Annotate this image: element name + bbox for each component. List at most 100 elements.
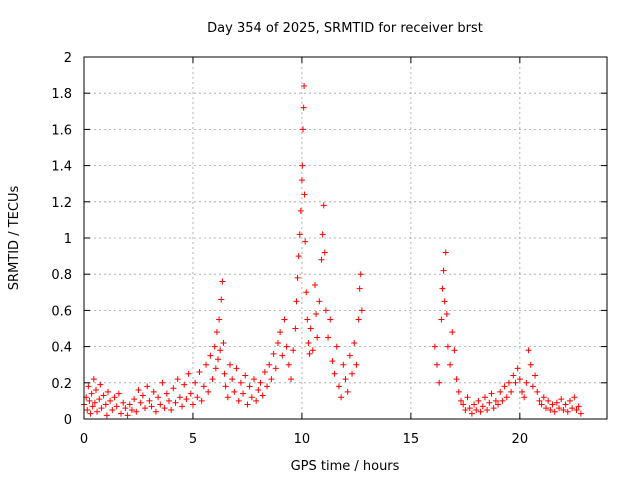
y-tick-label: 1.4 [51,160,72,175]
data-point [532,372,539,379]
grid [84,57,607,419]
data-point [311,282,318,289]
data-point [196,368,203,375]
data-point [181,381,188,388]
data-point [449,329,456,336]
data-point [268,376,275,383]
data-point [355,316,362,323]
x-tick-label: 10 [294,432,311,447]
data-point [211,343,218,350]
data-point [516,376,523,383]
data-point [189,401,196,408]
data-point [295,253,302,260]
y-tick-label: 0.8 [51,268,72,283]
data-point [300,104,307,111]
data-point [148,403,155,410]
data-point [549,401,556,408]
data-point [560,406,567,413]
data-point [281,316,288,323]
data-point [313,311,320,318]
data-point [451,347,458,354]
data-point [357,271,364,278]
y-tick-label: 0.6 [51,304,72,319]
data-point [264,383,271,390]
data-point [342,376,349,383]
data-point [122,405,129,412]
data-point [176,394,183,401]
data-point [346,352,353,359]
data-point [512,379,519,386]
data-point [462,406,469,413]
data-point [165,397,172,404]
data-point [235,397,242,404]
data-point [96,396,103,403]
data-point [107,397,114,404]
data-point [335,383,342,390]
data-point [142,405,149,412]
data-point [316,298,323,305]
data-point [488,390,495,397]
data-point [242,372,249,379]
data-point [150,388,157,395]
data-point [569,405,576,412]
data-point [100,392,107,399]
data-point [84,406,91,413]
data-point [484,406,491,413]
data-point [322,307,329,314]
data-point [296,231,303,238]
data-point [431,343,438,350]
data-point [566,397,573,404]
data-point [457,397,464,404]
data-point [227,361,234,368]
data-point [440,267,447,274]
data-point [200,383,207,390]
data-point [300,126,307,133]
data-point [102,401,109,408]
data-point [250,376,257,383]
data-point [439,285,446,292]
data-point [118,410,125,417]
data-point [455,388,462,395]
x-tick-label: 15 [403,432,420,447]
data-point [187,390,194,397]
data-point [94,408,101,415]
data-point [246,383,253,390]
data-point [309,347,316,354]
data-point [170,385,177,392]
data-point [255,387,262,394]
data-point [212,365,219,372]
data-point [492,397,499,404]
data-point [163,390,170,397]
data-point [497,388,504,395]
data-point [564,408,571,415]
data-point [274,339,281,346]
data-point [111,394,118,401]
data-point [137,399,144,406]
data-point [508,388,515,395]
data-point [547,406,554,413]
data-point [128,406,135,413]
data-point [495,401,502,408]
data-point [216,316,223,323]
data-point [155,394,162,401]
data-point [514,365,521,372]
data-point [115,390,122,397]
data-point [218,296,225,303]
data-point [473,406,480,413]
data-point [523,379,530,386]
data-point [329,358,336,365]
data-point [538,401,545,408]
data-point [185,370,192,377]
y-tick-label: 1.2 [51,196,72,211]
data-point [253,397,260,404]
data-point [86,397,93,404]
data-point [203,361,210,368]
data-point [120,399,127,406]
data-point [301,191,308,198]
data-point [321,249,328,256]
data-point [558,396,565,403]
data-point [551,408,558,415]
data-point [499,397,506,404]
data-point [270,350,277,357]
